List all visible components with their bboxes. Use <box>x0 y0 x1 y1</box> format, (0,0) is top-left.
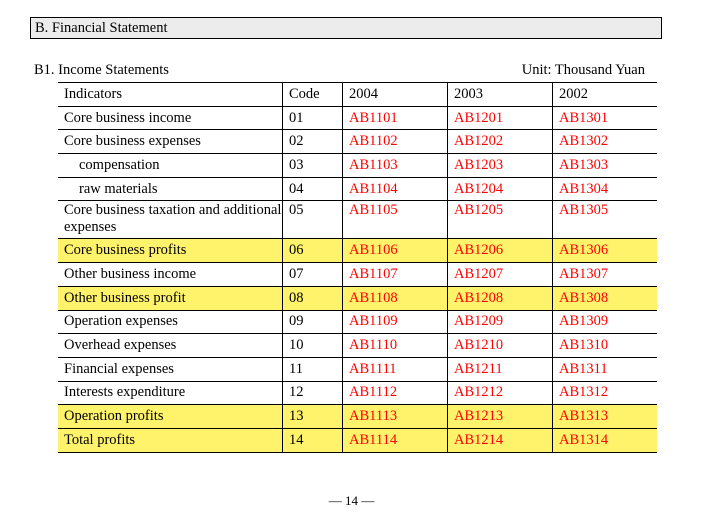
table-row: Other business profit 08 AB1108 AB1208 AB130… <box>58 286 657 311</box>
row-value-2003: AB1210 <box>447 333 553 358</box>
row-value-2003: AB1214 <box>447 428 553 453</box>
header-code: Code <box>282 82 343 107</box>
table-row: Total profits 14 AB1114 AB1214 AB1314 <box>58 428 657 453</box>
header-2002: 2002 <box>552 82 657 107</box>
row-value-2004: AB1101 <box>342 106 448 131</box>
table-row: Operation profits 13 AB1113 AB1213 AB1313 <box>58 404 657 429</box>
row-value-2004: AB1113 <box>342 404 448 429</box>
row-code: 03 <box>282 153 343 178</box>
row-value-2002: AB1311 <box>552 357 657 382</box>
row-code: 07 <box>282 262 343 287</box>
row-indicator: Operation profits <box>58 404 283 429</box>
subsection-title: B1. Income Statements <box>34 62 169 78</box>
row-value-2003: AB1211 <box>447 357 553 382</box>
row-value-2004: AB1104 <box>342 177 448 202</box>
row-value-2004: AB1108 <box>342 286 448 311</box>
row-value-2003: AB1204 <box>447 177 553 202</box>
row-value-2002: AB1303 <box>552 153 657 178</box>
row-value-2002: AB1314 <box>552 428 657 453</box>
row-value-2003: AB1208 <box>447 286 553 311</box>
row-code: 12 <box>282 381 343 406</box>
row-value-2004: AB1106 <box>342 238 448 264</box>
row-value-2002: AB1310 <box>552 333 657 358</box>
row-value-2002: AB1307 <box>552 262 657 287</box>
row-indicator: Overhead expenses <box>58 333 283 358</box>
row-indicator: Interests expenditure <box>58 381 283 406</box>
table-row: Overhead expenses 10 AB1110 AB1210 AB1310 <box>58 333 657 358</box>
row-value-2003: AB1207 <box>447 262 553 287</box>
table-row: Core business income 01 AB1101 AB1201 AB1301 <box>58 106 657 131</box>
row-indicator: Other business income <box>58 262 283 287</box>
row-indicator: Core business income <box>58 106 283 131</box>
row-value-2002: AB1305 <box>552 200 657 240</box>
row-value-2002: AB1301 <box>552 106 657 131</box>
row-code: 08 <box>282 286 343 311</box>
row-code: 05 <box>282 200 343 240</box>
row-value-2004: AB1107 <box>342 262 448 287</box>
row-value-2003: AB1201 <box>447 106 553 131</box>
row-indicator: Core business profits <box>58 238 283 264</box>
row-indicator: compensation <box>58 153 283 178</box>
row-value-2003: AB1213 <box>447 404 553 429</box>
table-row: Operation expenses 09 AB1109 AB1209 AB1309 <box>58 310 657 335</box>
table-row: Core business profits 06 AB1106 AB1206 AB130… <box>58 238 657 264</box>
row-indicator: raw materials <box>58 177 283 202</box>
row-value-2004: AB1114 <box>342 428 448 453</box>
page-number: — 14 — <box>328 493 375 508</box>
income-statement-table: Indicators Code 2004 2003 2002 Core busi… <box>58 82 657 453</box>
row-code: 06 <box>282 238 343 264</box>
row-value-2003: AB1202 <box>447 129 553 155</box>
row-indicator: Core business taxation and additional ex… <box>58 200 283 240</box>
table-row: Interests expenditure 12 AB1112 AB1212 AB131… <box>58 381 657 406</box>
table-row: compensation 03 AB1103 AB1203 AB1303 <box>58 153 657 178</box>
table-header-row: Indicators Code 2004 2003 2002 <box>58 82 657 107</box>
row-value-2002: AB1304 <box>552 177 657 202</box>
table-row: Financial expenses 11 AB1111 AB1211 AB1311 <box>58 357 657 382</box>
row-indicator: Other business profit <box>58 286 283 311</box>
row-value-2002: AB1306 <box>552 238 657 264</box>
table-row: Other business income 07 AB1107 AB1207 AB130… <box>58 262 657 287</box>
unit-label: Unit: Thousand Yuan <box>521 62 645 78</box>
row-value-2004: AB1110 <box>342 333 448 358</box>
row-code: 09 <box>282 310 343 335</box>
row-value-2002: AB1309 <box>552 310 657 335</box>
row-code: 11 <box>282 357 343 382</box>
row-value-2004: AB1111 <box>342 357 448 382</box>
row-value-2004: AB1102 <box>342 129 448 155</box>
row-value-2002: AB1308 <box>552 286 657 311</box>
row-indicator: Financial expenses <box>58 357 283 382</box>
row-indicator: Operation expenses <box>58 310 283 335</box>
row-value-2002: AB1313 <box>552 404 657 429</box>
row-indicator: Total profits <box>58 428 283 453</box>
header-2004: 2004 <box>342 82 448 107</box>
table-row: Core business expenses 02 AB1102 AB1202 AB13… <box>58 129 657 155</box>
header-2003: 2003 <box>447 82 553 107</box>
row-indicator: Core business expenses <box>58 129 283 155</box>
row-code: 10 <box>282 333 343 358</box>
row-value-2003: AB1205 <box>447 200 553 240</box>
section-title: B. Financial Statement <box>30 17 662 39</box>
row-value-2002: AB1302 <box>552 129 657 155</box>
row-value-2004: AB1105 <box>342 200 448 240</box>
row-code: 02 <box>282 129 343 155</box>
table-row: Core business taxation and additional ex… <box>58 200 657 240</box>
row-code: 01 <box>282 106 343 131</box>
row-value-2003: AB1206 <box>447 238 553 264</box>
row-code: 13 <box>282 404 343 429</box>
table-row: raw materials 04 AB1104 AB1204 AB1304 <box>58 177 657 202</box>
row-value-2003: AB1209 <box>447 310 553 335</box>
row-value-2004: AB1109 <box>342 310 448 335</box>
row-value-2002: AB1312 <box>552 381 657 406</box>
row-code: 14 <box>282 428 343 453</box>
row-value-2004: AB1103 <box>342 153 448 178</box>
header-indicators: Indicators <box>58 82 283 107</box>
row-value-2004: AB1112 <box>342 381 448 406</box>
row-code: 04 <box>282 177 343 202</box>
row-value-2003: AB1203 <box>447 153 553 178</box>
row-value-2003: AB1212 <box>447 381 553 406</box>
